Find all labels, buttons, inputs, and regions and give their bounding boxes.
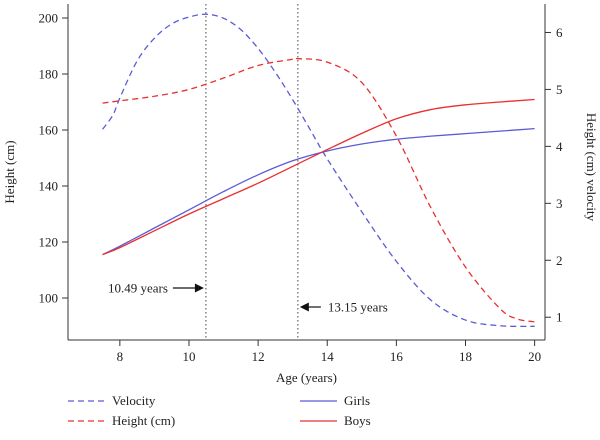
x-tick-label: 18	[459, 349, 472, 364]
boys-velocity-line	[102, 57, 535, 323]
y-left-tick-label: 160	[39, 123, 59, 138]
y-left-tick-label: 120	[39, 235, 59, 250]
peak-age-label: 10.49 years	[108, 281, 168, 296]
y-right-tick-label: 6	[556, 25, 563, 40]
y-left-tick-label: 180	[39, 67, 59, 82]
girls-height-cm-line	[102, 127, 535, 256]
y-axis-right-title: Height (cm) velocity	[584, 113, 599, 222]
series-layer	[102, 13, 535, 328]
arrowhead-right-icon	[194, 283, 204, 293]
y-left-tick-label: 200	[39, 11, 59, 26]
annotation-lines-layer	[205, 4, 299, 340]
annotation-layer: 10.49 years 13.15 years	[108, 281, 388, 315]
x-tick-label: 10	[182, 349, 195, 364]
peak-age-label: 13.15 years	[328, 300, 388, 315]
legend-layer: Velocity Height (cm) Girls Boys	[68, 393, 371, 428]
x-tick-label: 12	[252, 349, 265, 364]
x-tick-label: 20	[528, 349, 541, 364]
girls-velocity-line	[102, 13, 535, 328]
y-left-tick-label: 140	[39, 179, 59, 194]
x-axis-title: Age (years)	[276, 370, 337, 385]
y-axis-left-title: Height (cm)	[2, 140, 17, 203]
legend-label: Velocity	[112, 393, 156, 408]
legend-label: Boys	[344, 413, 371, 428]
y-left-tick-label: 100	[39, 291, 59, 306]
y-right-tick-label: 3	[556, 196, 563, 211]
boys-height-cm-line	[102, 98, 535, 256]
axes-layer: 8 10 12 14 16 18 20100120140160180200123456Age…	[2, 4, 599, 385]
x-tick-label: 14	[321, 349, 335, 364]
y-right-tick-label: 5	[556, 82, 563, 97]
legend-label: Height (cm)	[112, 413, 175, 428]
x-tick-label: 8	[117, 349, 124, 364]
x-tick-label: 16	[390, 349, 404, 364]
arrowhead-left-icon	[299, 302, 309, 312]
y-right-tick-label: 2	[556, 253, 563, 268]
y-right-tick-label: 1	[556, 310, 563, 325]
legend-label: Girls	[344, 393, 370, 408]
y-right-tick-label: 4	[556, 139, 563, 154]
